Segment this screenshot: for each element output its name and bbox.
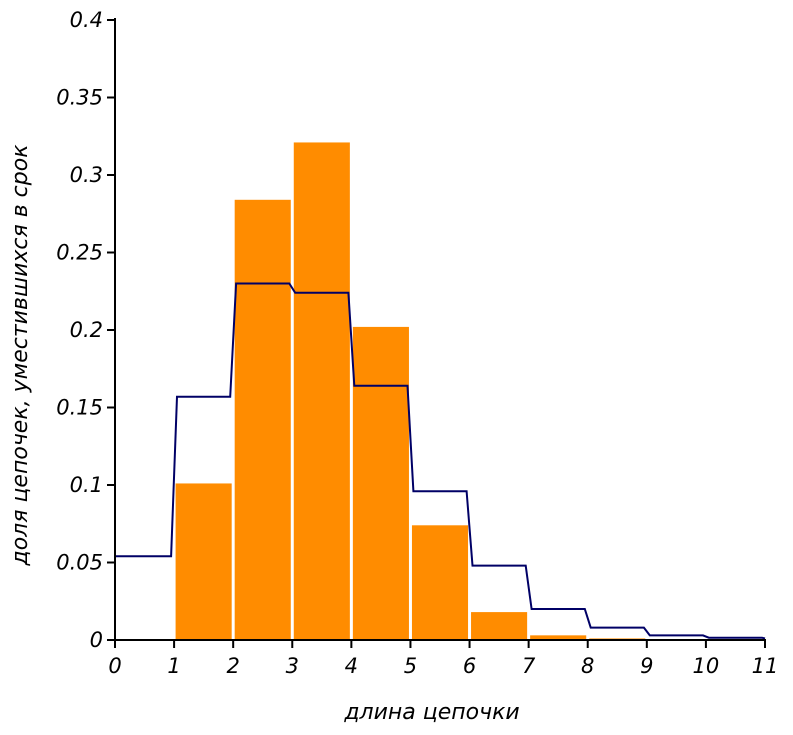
y-axis-label: доля цепочек, уместившихся в срок [8,144,33,567]
x-tick-label: 10 [693,654,720,678]
x-tick-label: 11 [752,654,779,678]
bar [352,326,409,640]
bar [234,199,291,641]
x-tick-label: 2 [226,654,239,678]
y-tick-label: 0.2 [70,318,103,342]
x-tick-label: 0 [108,654,121,678]
x-tick-label: 5 [404,654,417,678]
x-tick-label: 1 [167,654,180,678]
bar [411,525,469,640]
bars [175,142,646,641]
bar [293,142,350,640]
y-tick-label: 0 [90,628,103,652]
y-tick-label: 0.35 [56,86,103,110]
series-line [115,282,766,640]
y-tick-label: 0.3 [70,163,103,187]
x-axis-label: длина цепочки [343,700,519,725]
y-tick-label: 0.4 [70,8,103,32]
x-tick-label: 6 [463,654,476,678]
x-tick-label: 4 [345,654,358,678]
x-tick-label: 7 [522,654,536,678]
bar [175,483,232,640]
bar [530,635,587,640]
axes: 0 0.05 0.1 0.15 0.2 0.25 0.3 0.35 0.4 0 1 2 3 4 5 6 7 8 9 1… [56,8,778,678]
y-tick-label: 0.25 [56,241,103,265]
y-tick-label: 0.1 [70,473,103,497]
x-tick-label: 8 [581,654,594,678]
y-tick-label: 0.05 [56,551,103,575]
line-series [115,282,766,640]
x-tick-label: 9 [640,654,653,678]
x-tick-label: 3 [286,654,299,678]
bar [471,612,528,640]
y-tick-label: 0.15 [56,396,103,420]
